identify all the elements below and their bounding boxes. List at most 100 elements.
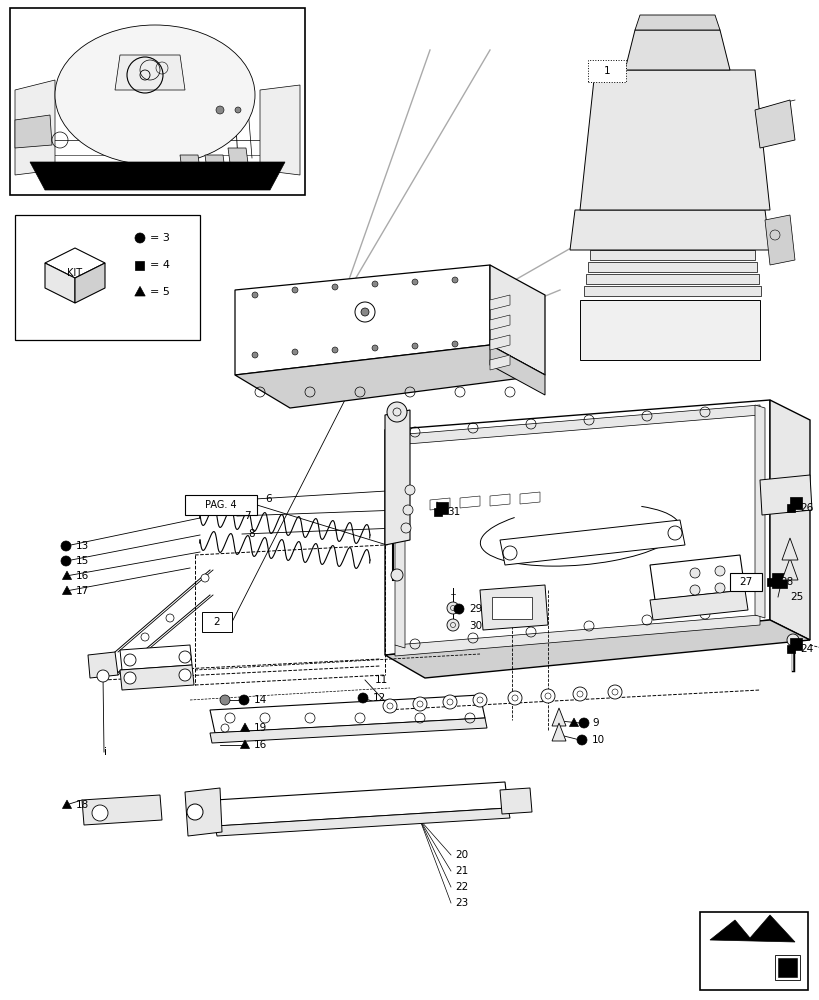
Bar <box>771 573 786 588</box>
Text: 16: 16 <box>76 571 89 581</box>
Polygon shape <box>260 85 300 175</box>
Circle shape <box>61 541 71 551</box>
Ellipse shape <box>55 25 255 165</box>
Circle shape <box>372 281 378 287</box>
Polygon shape <box>385 620 809 678</box>
Polygon shape <box>385 410 410 545</box>
Polygon shape <box>569 210 769 250</box>
Polygon shape <box>649 590 747 620</box>
Polygon shape <box>634 15 719 30</box>
Text: 19: 19 <box>254 723 267 733</box>
Polygon shape <box>587 262 756 272</box>
Polygon shape <box>134 286 145 296</box>
Circle shape <box>292 349 297 355</box>
Text: 7: 7 <box>244 511 251 521</box>
Circle shape <box>187 804 203 820</box>
Polygon shape <box>228 148 247 163</box>
Polygon shape <box>500 520 684 565</box>
Polygon shape <box>240 723 249 731</box>
Circle shape <box>786 634 798 646</box>
Polygon shape <box>490 355 509 370</box>
Text: 1: 1 <box>603 66 609 76</box>
Circle shape <box>92 805 108 821</box>
Polygon shape <box>15 115 52 148</box>
Polygon shape <box>88 652 118 678</box>
Polygon shape <box>490 345 545 395</box>
Polygon shape <box>395 405 759 445</box>
Text: 20: 20 <box>455 850 468 860</box>
Circle shape <box>97 670 109 682</box>
Polygon shape <box>385 400 769 655</box>
Circle shape <box>372 345 378 351</box>
Circle shape <box>61 556 71 566</box>
Bar <box>587 60 625 82</box>
Text: 17: 17 <box>76 586 89 596</box>
Polygon shape <box>709 915 794 942</box>
Polygon shape <box>551 708 565 726</box>
Circle shape <box>451 277 458 283</box>
Polygon shape <box>579 300 759 360</box>
Circle shape <box>400 523 410 533</box>
Polygon shape <box>395 615 759 656</box>
Text: 16: 16 <box>254 740 267 750</box>
Text: = 4: = 4 <box>150 260 170 270</box>
Polygon shape <box>235 345 545 408</box>
Polygon shape <box>583 286 760 296</box>
Circle shape <box>201 574 209 582</box>
Text: 11: 11 <box>374 675 387 685</box>
Bar <box>185 495 256 515</box>
Polygon shape <box>210 695 484 733</box>
Circle shape <box>572 687 586 701</box>
Polygon shape <box>185 788 222 836</box>
Circle shape <box>446 619 459 631</box>
Polygon shape <box>774 955 799 980</box>
Text: i: i <box>104 747 106 757</box>
Circle shape <box>251 352 258 358</box>
Text: = 5: = 5 <box>150 287 170 297</box>
Circle shape <box>358 693 368 703</box>
Circle shape <box>411 279 418 285</box>
Circle shape <box>413 697 427 711</box>
Polygon shape <box>75 263 105 303</box>
Polygon shape <box>215 782 508 826</box>
Polygon shape <box>15 80 55 175</box>
Text: 10: 10 <box>591 735 604 745</box>
Bar <box>201 612 232 632</box>
Circle shape <box>238 695 249 705</box>
Circle shape <box>577 735 586 745</box>
Circle shape <box>451 341 458 347</box>
Circle shape <box>714 583 724 593</box>
Text: 29: 29 <box>468 604 482 614</box>
Circle shape <box>607 685 622 699</box>
Polygon shape <box>395 435 405 648</box>
Circle shape <box>411 343 418 349</box>
Polygon shape <box>624 30 729 70</box>
Bar <box>699 912 807 990</box>
Polygon shape <box>551 723 565 741</box>
Bar <box>729 573 761 591</box>
Polygon shape <box>62 571 71 580</box>
Text: 12: 12 <box>373 693 386 703</box>
Polygon shape <box>490 265 545 375</box>
Polygon shape <box>120 665 194 690</box>
Circle shape <box>124 672 136 684</box>
Circle shape <box>235 107 241 113</box>
Circle shape <box>179 651 191 663</box>
Text: 25: 25 <box>789 592 803 602</box>
Circle shape <box>578 718 588 728</box>
Circle shape <box>689 568 699 578</box>
Polygon shape <box>82 795 162 825</box>
Circle shape <box>360 308 369 316</box>
Polygon shape <box>568 718 578 726</box>
Circle shape <box>714 566 724 576</box>
Text: 22: 22 <box>455 882 468 892</box>
Circle shape <box>179 669 191 681</box>
Circle shape <box>292 287 297 293</box>
Circle shape <box>473 693 486 707</box>
Text: 15: 15 <box>76 556 89 566</box>
Polygon shape <box>240 740 249 748</box>
Polygon shape <box>759 475 811 515</box>
Text: 28: 28 <box>779 577 792 587</box>
Circle shape <box>454 604 464 614</box>
Circle shape <box>135 233 145 243</box>
